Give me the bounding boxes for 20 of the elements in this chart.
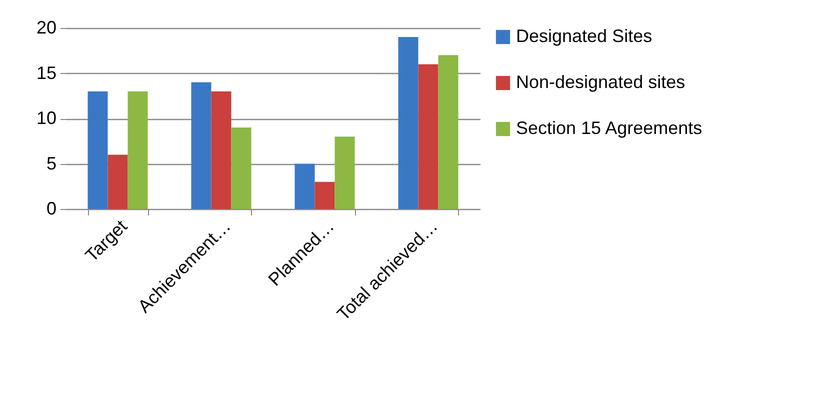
bar — [211, 91, 232, 209]
y-tick-label: 10 — [36, 108, 56, 128]
bar — [294, 164, 315, 209]
legend-label: Non-designated sites — [516, 72, 686, 92]
legend-label: Section 15 Agreements — [516, 118, 702, 138]
bar — [314, 182, 335, 209]
bar — [398, 37, 418, 209]
bar — [128, 91, 148, 209]
bar — [88, 91, 108, 209]
y-tick-label: 0 — [46, 198, 56, 218]
bar — [334, 136, 355, 209]
bar — [191, 82, 212, 209]
legend-label: Designated Sites — [516, 26, 652, 46]
bar — [438, 55, 458, 209]
y-tick-label: 20 — [36, 18, 56, 38]
y-tick-label: 5 — [46, 153, 56, 174]
bar — [231, 128, 252, 209]
y-tick-label: 15 — [36, 62, 56, 83]
bar — [108, 154, 128, 209]
bar — [418, 64, 438, 209]
